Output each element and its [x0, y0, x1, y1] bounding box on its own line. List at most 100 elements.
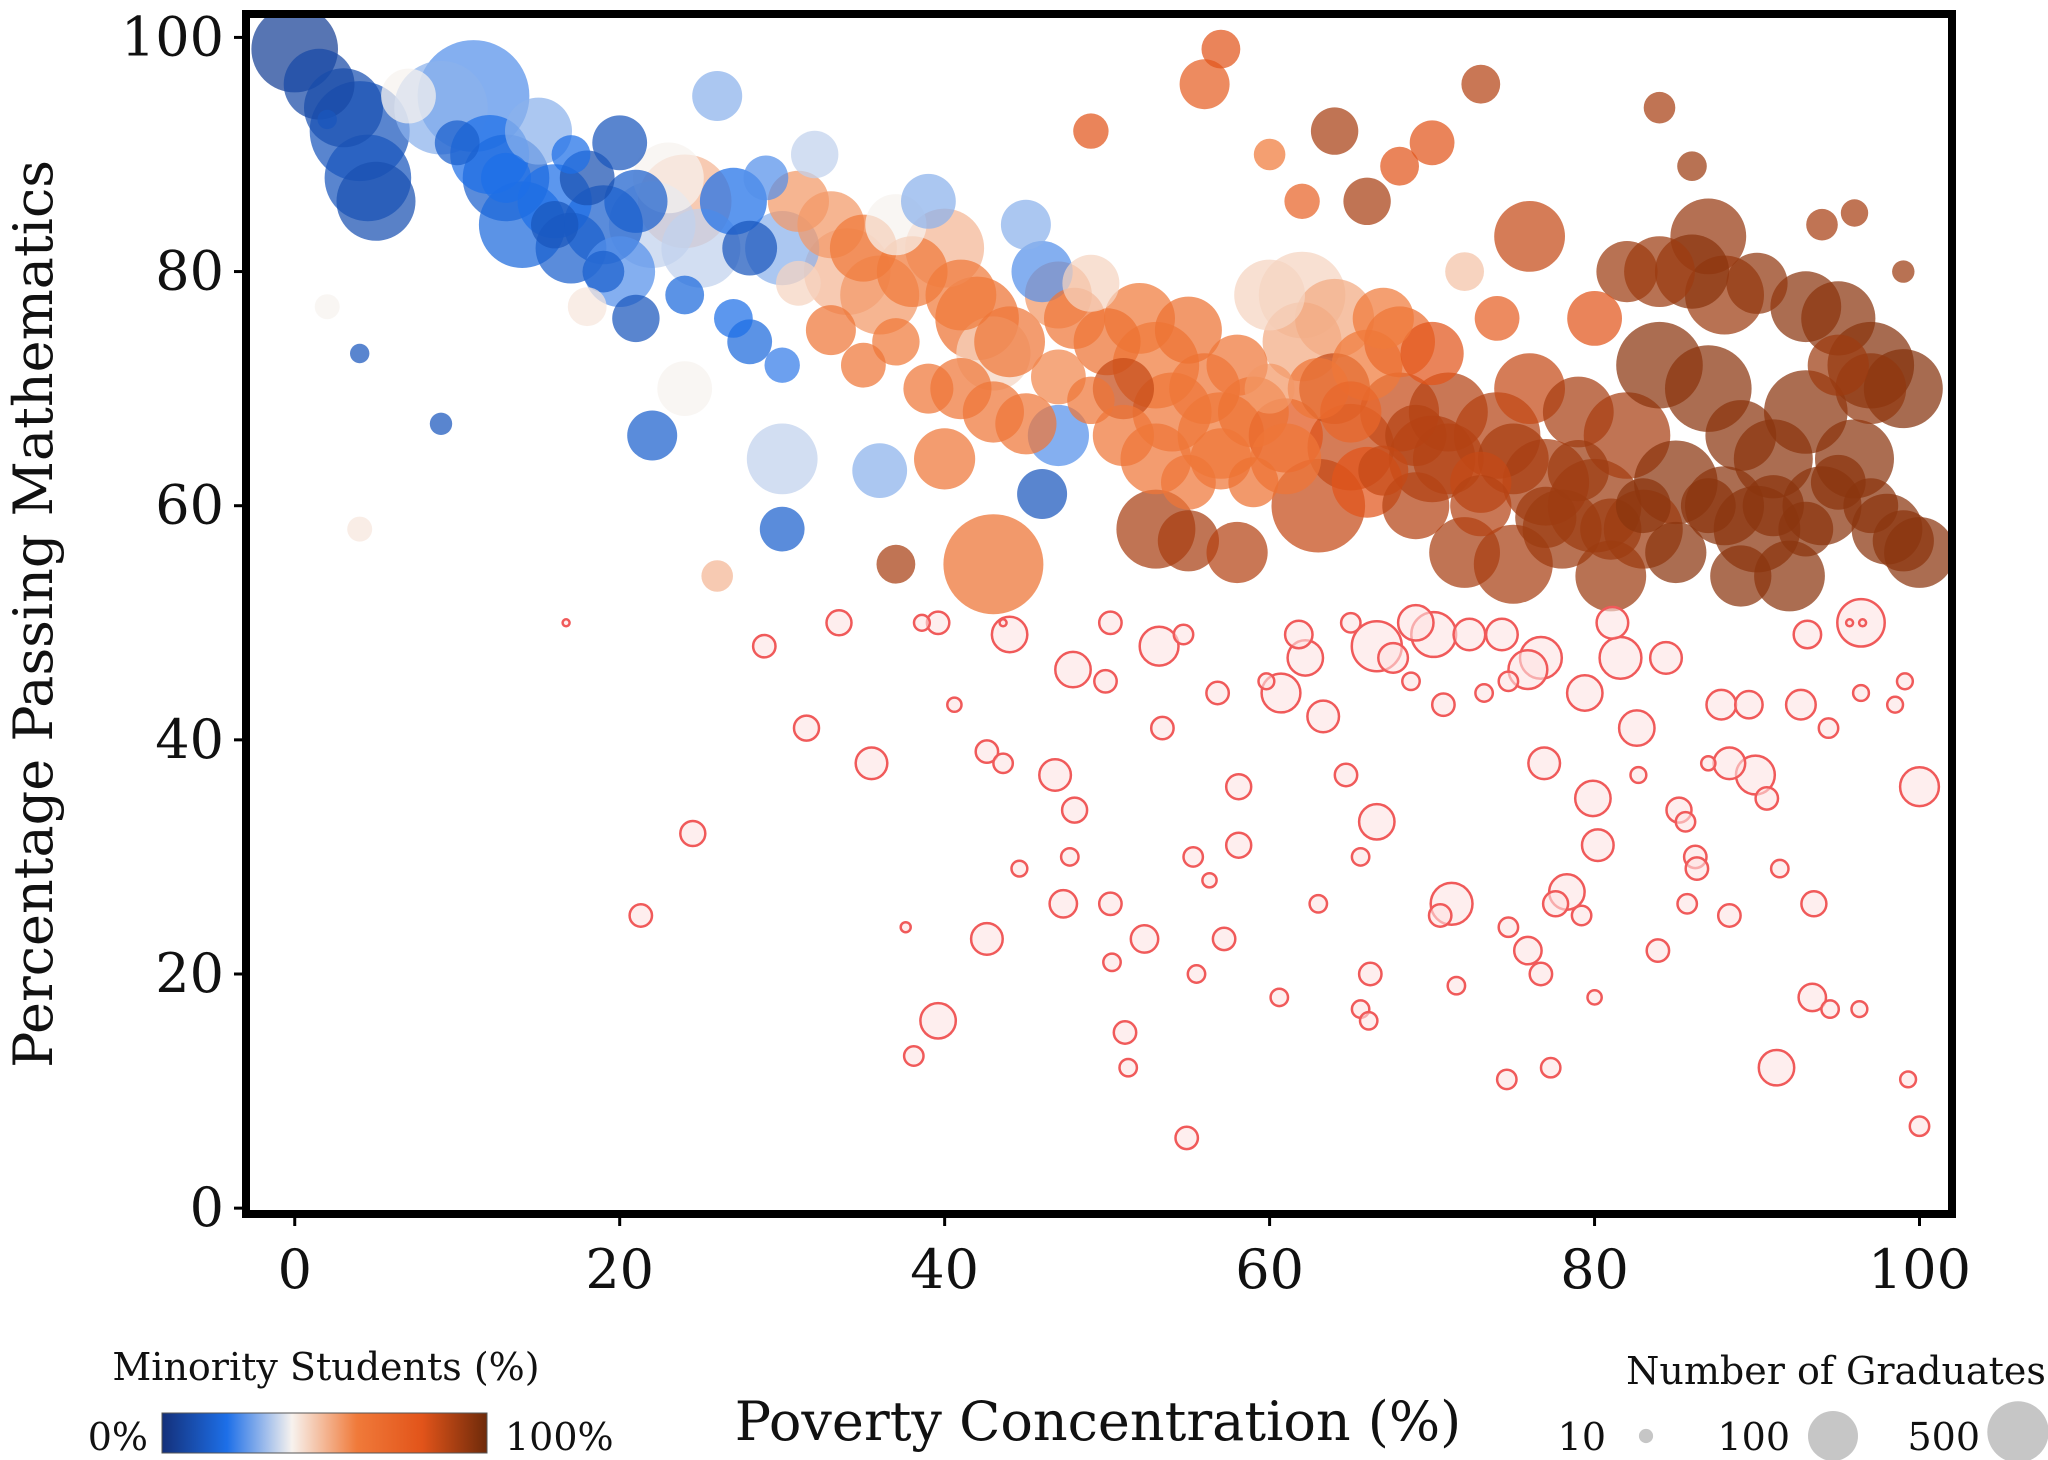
below-50-point [1676, 892, 1699, 915]
data-point [1062, 254, 1120, 312]
data-point [434, 120, 480, 166]
below-50-point [1308, 893, 1329, 914]
data-point [1474, 296, 1520, 341]
below-50-point [992, 752, 1015, 775]
below-50-point [1674, 810, 1697, 833]
below-50-point [1182, 845, 1205, 868]
below-50-point [1528, 961, 1554, 987]
below-50-point [1129, 923, 1160, 954]
below-50-point [1201, 871, 1218, 889]
below-50-point [1224, 831, 1253, 859]
below-50-point [1257, 672, 1276, 691]
below-50-point [1820, 999, 1841, 1020]
y-tick-label: 80 [155, 240, 224, 303]
y-tick-label: 0 [190, 1176, 224, 1239]
below-50-point [899, 920, 912, 934]
y-tick-label: 20 [155, 942, 224, 1005]
x-tick-label: 0 [278, 1238, 312, 1301]
below-50-point [1541, 890, 1570, 918]
data-point [841, 342, 886, 388]
below-50-point [1112, 1020, 1138, 1045]
data-point [1461, 64, 1501, 104]
data-point [1843, 478, 1899, 534]
below-50-point [1629, 765, 1648, 785]
data-point [1400, 321, 1464, 386]
size-legend-label-10: 10 [1558, 1415, 1606, 1459]
data-point [627, 410, 678, 461]
below-50-point [1595, 605, 1630, 640]
below-50-point [1427, 903, 1453, 928]
data-point [481, 152, 531, 203]
below-50-point [1377, 641, 1410, 674]
data-point [1726, 252, 1788, 314]
data-point [1201, 29, 1241, 69]
below-50-point [1186, 964, 1207, 984]
data-point [925, 259, 997, 331]
data-point [551, 135, 591, 174]
data-point [531, 201, 579, 249]
data-point [759, 506, 805, 552]
data-point [1000, 199, 1051, 250]
below-50-point [1357, 802, 1396, 841]
data-point [1343, 177, 1391, 225]
data-point [1643, 91, 1676, 124]
below-50-point [1306, 699, 1341, 734]
data-point [852, 443, 908, 498]
below-50-point [1645, 938, 1671, 964]
below-50-point [1898, 766, 1941, 808]
below-50-point [990, 615, 1029, 654]
data-point [1567, 291, 1622, 346]
below-50-point [946, 696, 963, 714]
x-tick-label: 100 [1868, 1238, 1971, 1301]
data-point [722, 220, 778, 276]
below-50-point [1648, 640, 1684, 675]
data-point [1547, 440, 1609, 502]
data-point [1705, 400, 1777, 471]
data-point [429, 412, 453, 435]
y-tick-label: 60 [155, 474, 224, 537]
size-legend: Number of Graduates 10 100 500 [1558, 1349, 2048, 1460]
below-50-point [1586, 989, 1603, 1006]
below-50-point [1138, 625, 1180, 667]
below-50-point [1598, 635, 1643, 681]
below-50-point [1570, 904, 1593, 927]
color-legend-bar [161, 1412, 488, 1454]
below-50-point [902, 1045, 925, 1067]
data-point [1575, 540, 1647, 612]
data-point [1892, 260, 1915, 283]
data-point [1596, 241, 1658, 303]
below-50-point [1350, 846, 1371, 867]
size-legend-circle-100 [1808, 1411, 1858, 1460]
data-point [592, 115, 648, 171]
data-point [1320, 381, 1382, 443]
color-legend-max-label: 100% [505, 1415, 614, 1459]
data-point [1161, 454, 1216, 510]
data-point [612, 294, 660, 343]
below-50-point [1895, 672, 1915, 691]
data-point [1677, 151, 1707, 181]
data-point [1778, 501, 1834, 557]
below-50-point [1358, 1010, 1379, 1031]
data-point [665, 275, 705, 315]
below-50-point [1565, 674, 1604, 712]
below-50-point [1573, 779, 1612, 818]
below-50-point [825, 609, 853, 637]
data-point [1284, 183, 1320, 219]
below-50-point [969, 921, 1004, 956]
below-50-point [1452, 617, 1487, 652]
below-50-point [1527, 746, 1562, 781]
below-50-point [1269, 987, 1290, 1008]
x-axis-title: Poverty Concentration (%) [735, 1390, 1461, 1453]
data-point [1154, 296, 1222, 364]
below-50-point [1850, 999, 1869, 1019]
below-50-point [1784, 688, 1817, 721]
data-point [714, 299, 753, 338]
below-50-point [1617, 709, 1656, 748]
data-point [1157, 510, 1219, 572]
size-legend-label-100: 100 [1717, 1415, 1790, 1459]
size-legend-circle-10 [1638, 1428, 1654, 1444]
data-point [1840, 199, 1869, 227]
data-point [604, 169, 668, 233]
